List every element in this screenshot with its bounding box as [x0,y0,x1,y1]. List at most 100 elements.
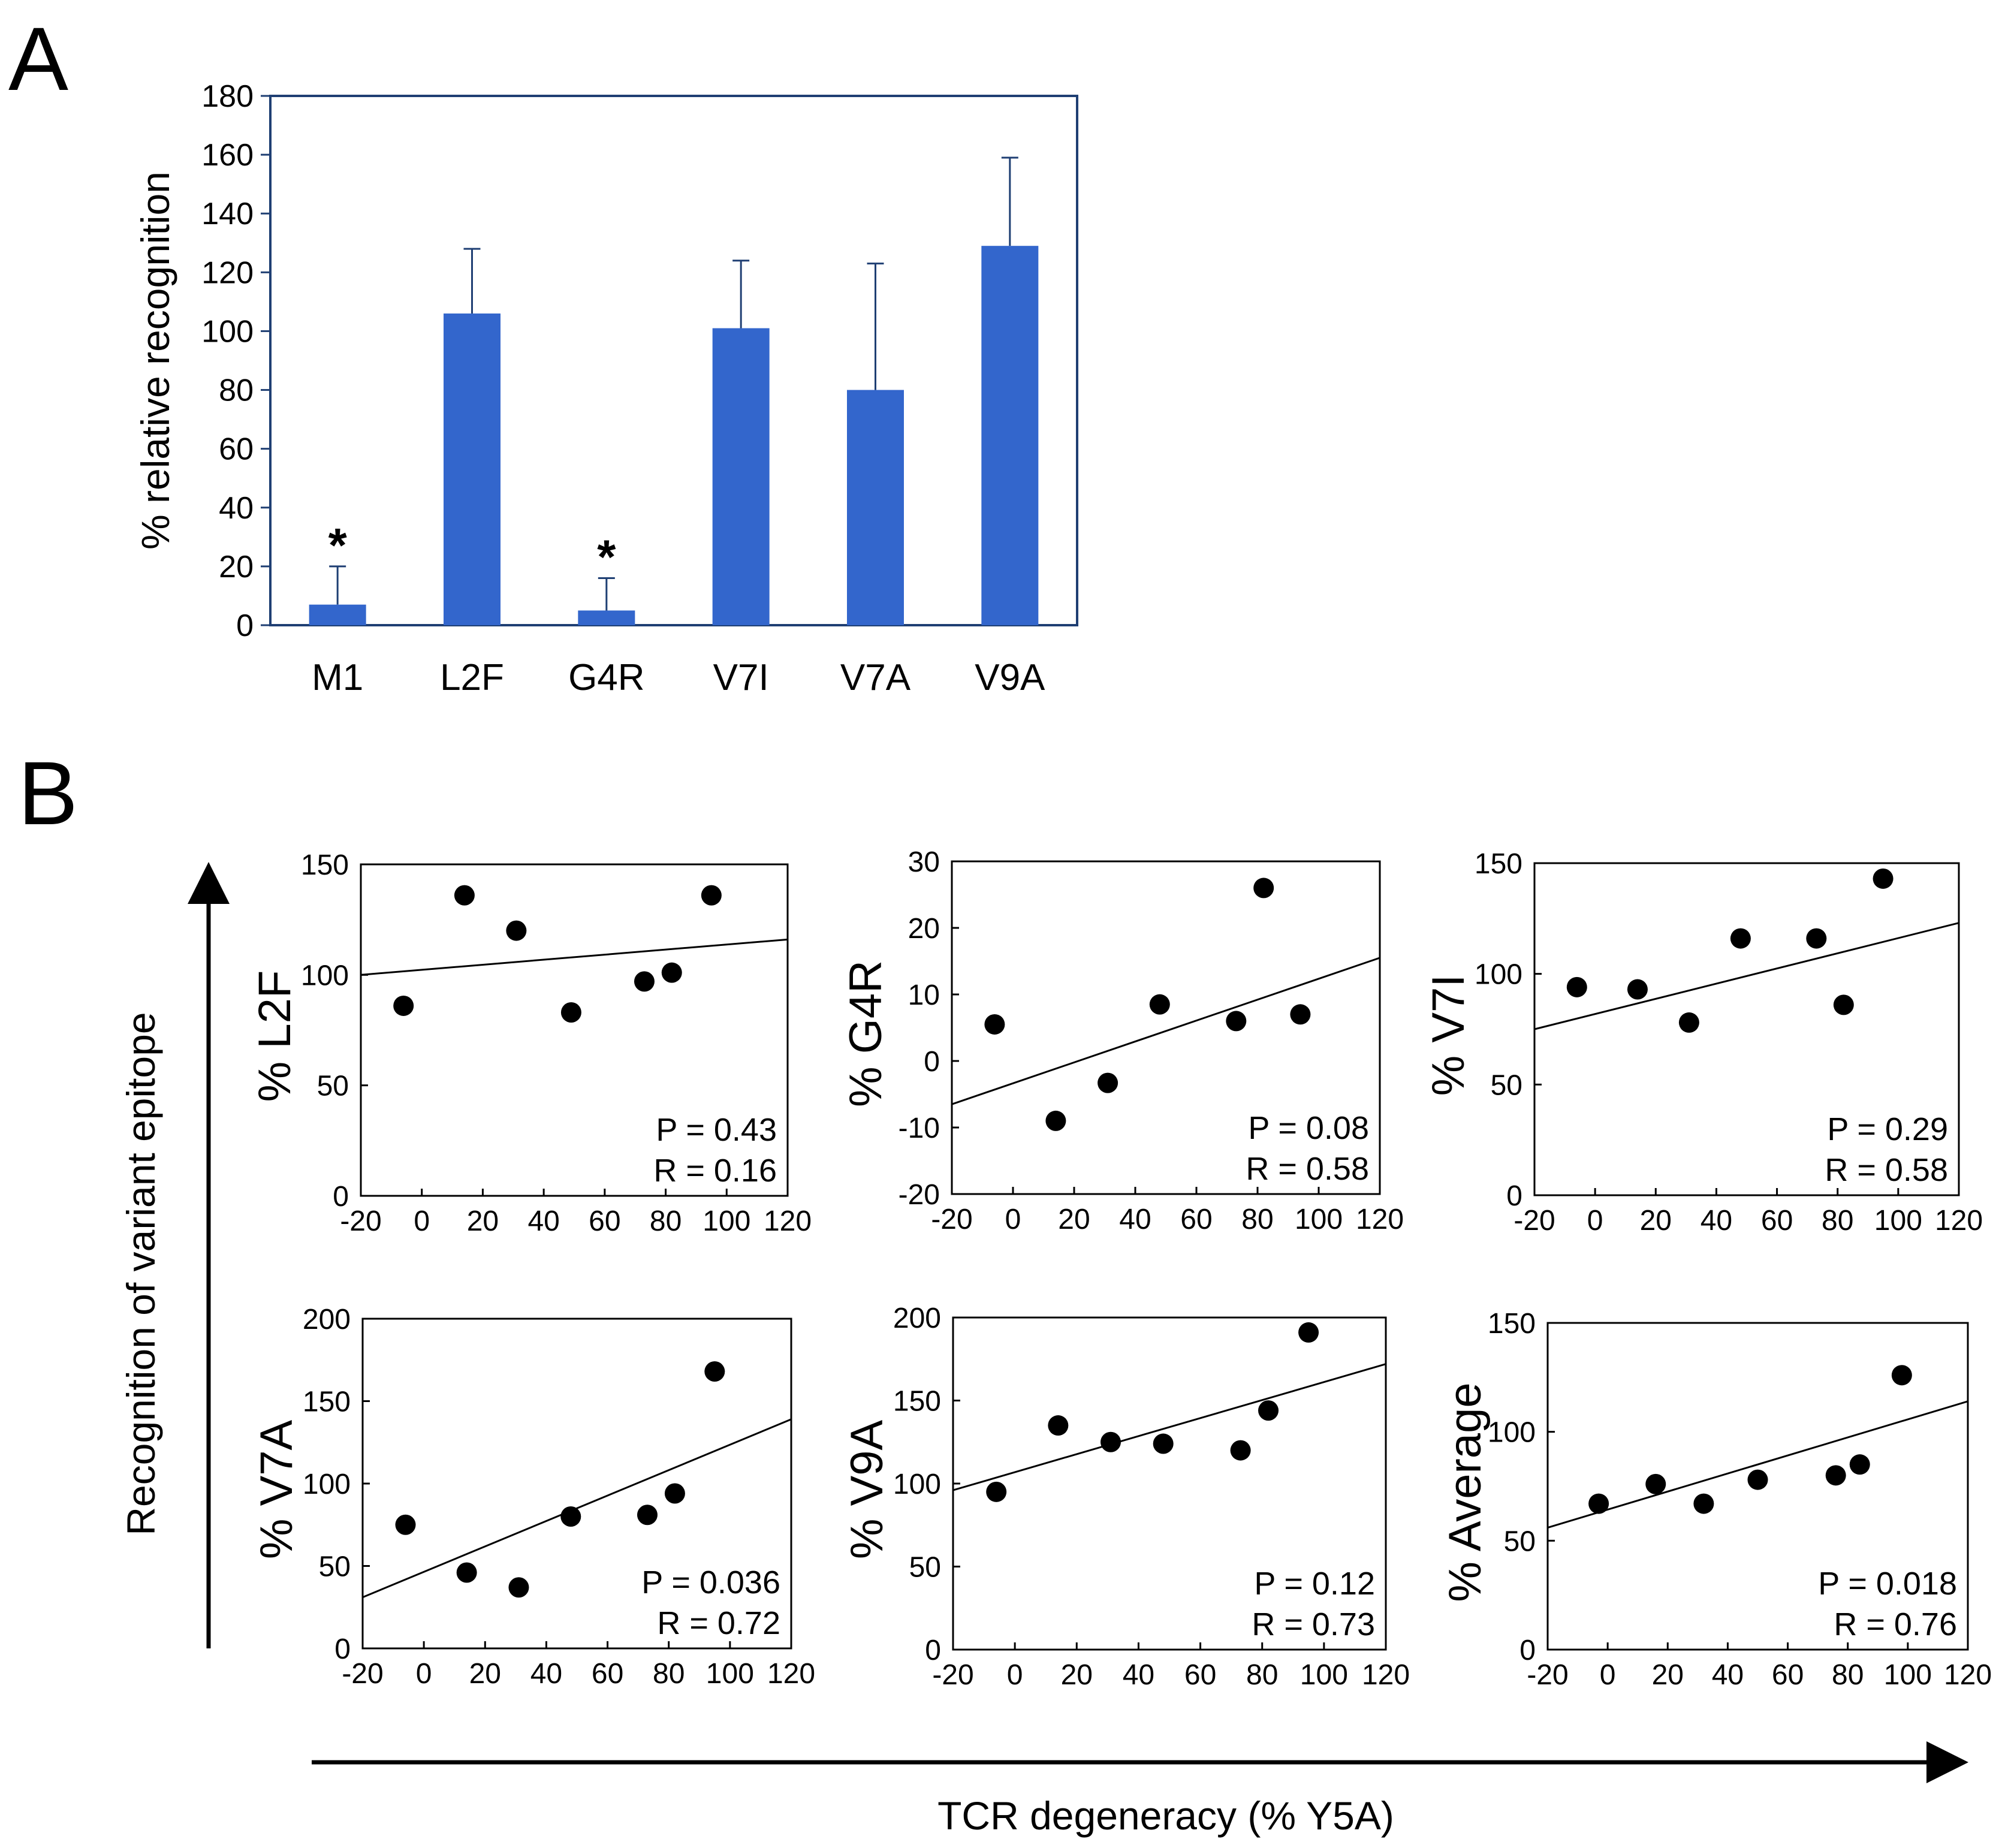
significance-marker: * [328,518,348,572]
y-tick-label: 200 [303,1304,351,1335]
y-tick-label: 160 [201,138,254,173]
regression-line [362,1418,792,1599]
x-tick-label: -20 [931,1204,972,1235]
r-value: R = 0.16 [653,1153,777,1189]
x-tick-label: 20 [1652,1659,1684,1691]
data-point [1149,994,1170,1015]
x-tick-label: 40 [1119,1204,1151,1235]
data-point [1627,979,1648,1000]
x-tick-label: 80 [650,1205,682,1237]
data-point [393,995,414,1016]
y-tick-label: 20 [908,913,940,945]
data-point [1873,868,1894,889]
y-tick-label: 100 [893,1469,941,1500]
y-axis-label: % V7I [1423,975,1474,1096]
data-point [1101,1431,1121,1452]
bar-g4r [578,610,635,625]
y-tick-label: -20 [899,1179,940,1211]
y-tick-label: 0 [1506,1180,1522,1212]
x-tick-label: 60 [592,1658,623,1690]
x-tick-label: 120 [1935,1205,1983,1237]
category-label: M1 [312,657,363,698]
y-axis-label: % Average [1440,1382,1491,1602]
x-tick-label: 0 [414,1205,430,1237]
x-tick-label: 60 [1184,1659,1216,1691]
x-tick-label: 20 [1058,1204,1090,1235]
x-tick-label: 100 [702,1205,750,1237]
plot-frame [951,860,1381,1195]
y-tick-label: 60 [219,432,254,467]
x-tick-label: -20 [1527,1659,1568,1691]
bar-m1 [309,604,366,625]
data-point [506,920,527,941]
data-point [1849,1454,1870,1475]
bar-l2f [444,313,501,625]
y-tick-label: 100 [1475,959,1522,991]
bar-v7a [847,390,904,625]
p-value: P = 0.43 [656,1112,777,1148]
bar-v9a [981,246,1039,625]
data-point [560,1506,581,1527]
y-tick-label: 140 [201,197,254,231]
data-point [508,1577,529,1598]
plot-frame [360,863,789,1197]
r-value: R = 0.73 [1252,1606,1375,1642]
data-point [1153,1433,1174,1454]
panel-label-a: A [8,8,68,109]
x-tick-label: 60 [1761,1205,1793,1237]
y-tick-label: 10 [908,979,940,1011]
panel-b-x-label: TCR degeneracy (% Y5A) [937,1793,1394,1838]
x-tick-label: -20 [340,1205,381,1237]
x-tick-label: 20 [467,1205,499,1237]
y-tick-label: 0 [236,608,254,643]
y-tick-label: 50 [1491,1069,1522,1101]
data-point [1048,1415,1069,1436]
data-point [1645,1473,1666,1494]
data-point [1045,1110,1066,1131]
r-value: R = 0.72 [657,1605,780,1641]
data-point [1833,994,1854,1015]
y-tick-label: 0 [333,1181,349,1213]
p-value: P = 0.08 [1248,1110,1369,1146]
x-tick-label: -20 [342,1658,383,1690]
y-tick-label: 200 [893,1303,941,1334]
regression-line [951,957,1380,1105]
data-point [454,885,475,906]
data-point [1230,1440,1251,1461]
y-axis-label-a: % relative recognition [133,171,177,550]
data-point [704,1361,725,1382]
significance-marker: * [597,530,616,584]
y-tick-label: 50 [319,1551,351,1583]
data-point [1747,1469,1768,1490]
y-axis-label: % V7A [251,1420,302,1560]
x-tick-label: 100 [1300,1659,1348,1691]
x-tick-label: 120 [767,1658,815,1690]
data-point [560,1002,581,1023]
x-tick-label: 0 [1007,1659,1023,1691]
y-axis-label: % G4R [840,960,891,1107]
x-tick-label: 80 [1832,1659,1864,1691]
regression-line [1534,922,1959,1030]
y-tick-label: 150 [1475,848,1522,880]
y-tick-label: 0 [1519,1635,1536,1666]
data-point [1825,1465,1846,1486]
data-point [701,885,722,906]
x-tick-label: 120 [1362,1659,1410,1691]
y-tick-label: 150 [1488,1308,1536,1340]
scatter-plot-b2: -20 0 20 40 60 80 100 120 -20 -10 0 10 20 30 P = 0.08 R… [840,846,1404,1235]
y-tick-label: 150 [893,1386,941,1418]
data-point [456,1562,477,1583]
x-tick-label: -20 [1513,1205,1555,1237]
y-tick-label: 150 [301,849,349,881]
category-label: V7I [713,657,769,698]
x-tick-label: 80 [1241,1204,1273,1235]
panel-label-b: B [18,743,78,843]
y-tick-label: 0 [925,1635,941,1666]
x-tick-label: 60 [589,1205,620,1237]
r-value: R = 0.58 [1825,1152,1948,1188]
y-tick-label: 100 [1488,1417,1536,1449]
x-tick-label: 40 [1123,1659,1154,1691]
